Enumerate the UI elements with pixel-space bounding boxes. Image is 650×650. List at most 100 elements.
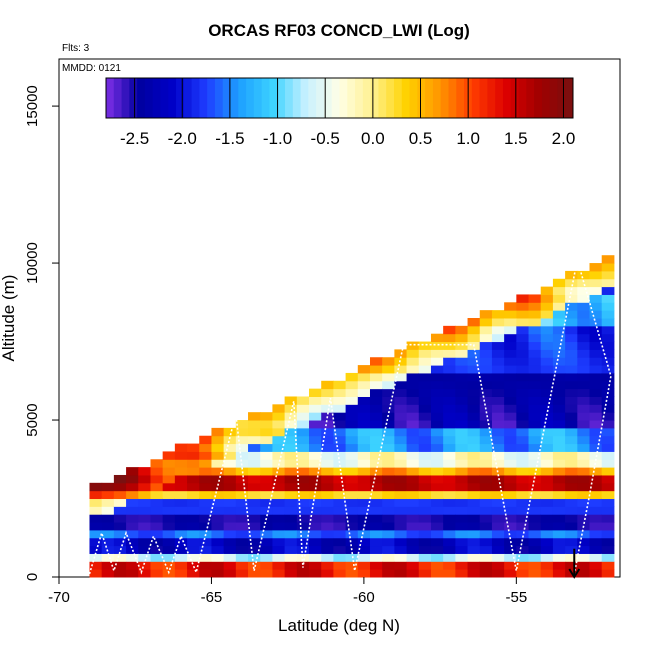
heatmap-cell: [248, 467, 261, 476]
heatmap-cell: [504, 349, 517, 358]
heatmap-cell: [357, 490, 371, 500]
heatmap-cell: [394, 451, 408, 460]
heatmap-cell: [516, 325, 530, 335]
heatmap-cell: [565, 514, 578, 523]
heatmap-cell: [248, 498, 261, 507]
heatmap-cell: [321, 506, 334, 515]
heatmap-cell: [528, 388, 542, 397]
heatmap-cell: [565, 388, 578, 397]
heatmap-cell: [211, 490, 225, 500]
heatmap-cell: [369, 569, 383, 578]
heatmap-cell: [430, 341, 444, 350]
heatmap-cell: [443, 333, 456, 343]
heatmap-cell: [418, 357, 432, 366]
heatmap-cell: [601, 443, 615, 452]
heatmap-cell: [491, 490, 505, 500]
heatmap-cell: [260, 427, 273, 437]
heatmap-cell: [345, 420, 359, 429]
heatmap-cell: [296, 404, 310, 413]
heatmap-cell: [296, 569, 310, 578]
heatmap-cell: [174, 490, 188, 500]
heatmap-cell: [540, 459, 554, 468]
heatmap-cell: [479, 310, 493, 319]
heatmap-cell: [467, 427, 481, 437]
heatmap-cell: [528, 514, 542, 523]
heatmap-cell: [369, 506, 383, 515]
heatmap-cell: [333, 396, 347, 405]
heatmap-cell: [430, 537, 444, 547]
heatmap-cell: [394, 380, 408, 390]
heatmap-cell: [126, 553, 139, 562]
heatmap-cell: [528, 404, 542, 413]
heatmap-cell: [516, 459, 530, 468]
heatmap-cell: [296, 396, 310, 405]
heatmap-cell: [113, 514, 127, 523]
heatmap-cell: [223, 451, 237, 460]
heatmap-cell: [357, 529, 371, 539]
heatmap-cell: [443, 514, 456, 523]
heatmap-cell: [150, 498, 164, 507]
heatmap-cell: [552, 569, 566, 578]
heatmap-cell: [589, 498, 603, 507]
heatmap-cell: [577, 365, 591, 374]
heatmap-cell: [296, 459, 310, 468]
heatmap-cell: [601, 506, 615, 515]
heatmap-cell: [516, 451, 530, 460]
heatmap-cell: [211, 529, 225, 539]
heatmap-cell: [333, 537, 347, 547]
heatmap-cell: [260, 420, 273, 429]
heatmap-cell: [589, 263, 603, 272]
heatmap-cell: [406, 443, 420, 452]
colorbar-swatch: [518, 78, 527, 118]
heatmap-cell: [479, 498, 493, 507]
heatmap-cell: [211, 537, 225, 547]
heatmap-cell: [174, 529, 188, 539]
heatmap-cell: [382, 372, 395, 382]
heatmap-cell: [113, 498, 127, 507]
heatmap-cell: [565, 278, 578, 288]
heatmap-cell: [443, 529, 456, 539]
heatmap-cell: [418, 349, 432, 358]
heatmap-cell: [601, 310, 615, 319]
heatmap-cell: [235, 506, 249, 515]
heatmap-cell: [394, 506, 408, 515]
heatmap-cell: [430, 412, 444, 421]
heatmap-cell: [296, 506, 310, 515]
colorbar-swatch: [378, 78, 387, 118]
colorbar-swatch: [246, 78, 255, 118]
heatmap-cell: [235, 514, 249, 523]
colorbar-swatch: [222, 78, 232, 118]
heatmap-cell: [491, 310, 505, 319]
heatmap-cell: [552, 506, 566, 515]
heatmap-cell: [357, 420, 371, 429]
heatmap-cell: [126, 545, 139, 554]
heatmap-cell: [126, 561, 139, 570]
heatmap-cell: [565, 357, 578, 366]
heatmap-cell: [601, 404, 615, 413]
heatmap-cell: [369, 490, 383, 500]
heatmap-cell: [272, 451, 286, 460]
heatmap-cell: [382, 498, 395, 507]
heatmap-cell: [150, 482, 164, 492]
y-axis-label: Altitude (m): [0, 275, 18, 362]
heatmap-cell: [577, 278, 591, 288]
heatmap-cell: [601, 286, 615, 295]
heatmap-cell: [565, 443, 578, 452]
heatmap-cell: [467, 396, 481, 405]
colorbar-tick-label: 0.0: [361, 129, 385, 148]
heatmap-cell: [455, 357, 469, 366]
colorbar-swatch: [230, 78, 239, 118]
heatmap-cell: [162, 545, 176, 554]
heatmap-cell: [394, 388, 408, 397]
heatmap-cell: [382, 553, 395, 562]
heatmap-cell: [211, 467, 225, 476]
heatmap-cell: [235, 467, 249, 476]
heatmap-cell: [552, 380, 566, 390]
heatmap-cell: [528, 474, 542, 484]
heatmap-cell: [321, 514, 334, 523]
heatmap-cell: [491, 569, 505, 578]
heatmap-cell: [345, 443, 359, 452]
heatmap-cell: [394, 357, 408, 366]
colorbar-swatch: [471, 78, 481, 118]
colorbar-swatch: [510, 78, 520, 118]
